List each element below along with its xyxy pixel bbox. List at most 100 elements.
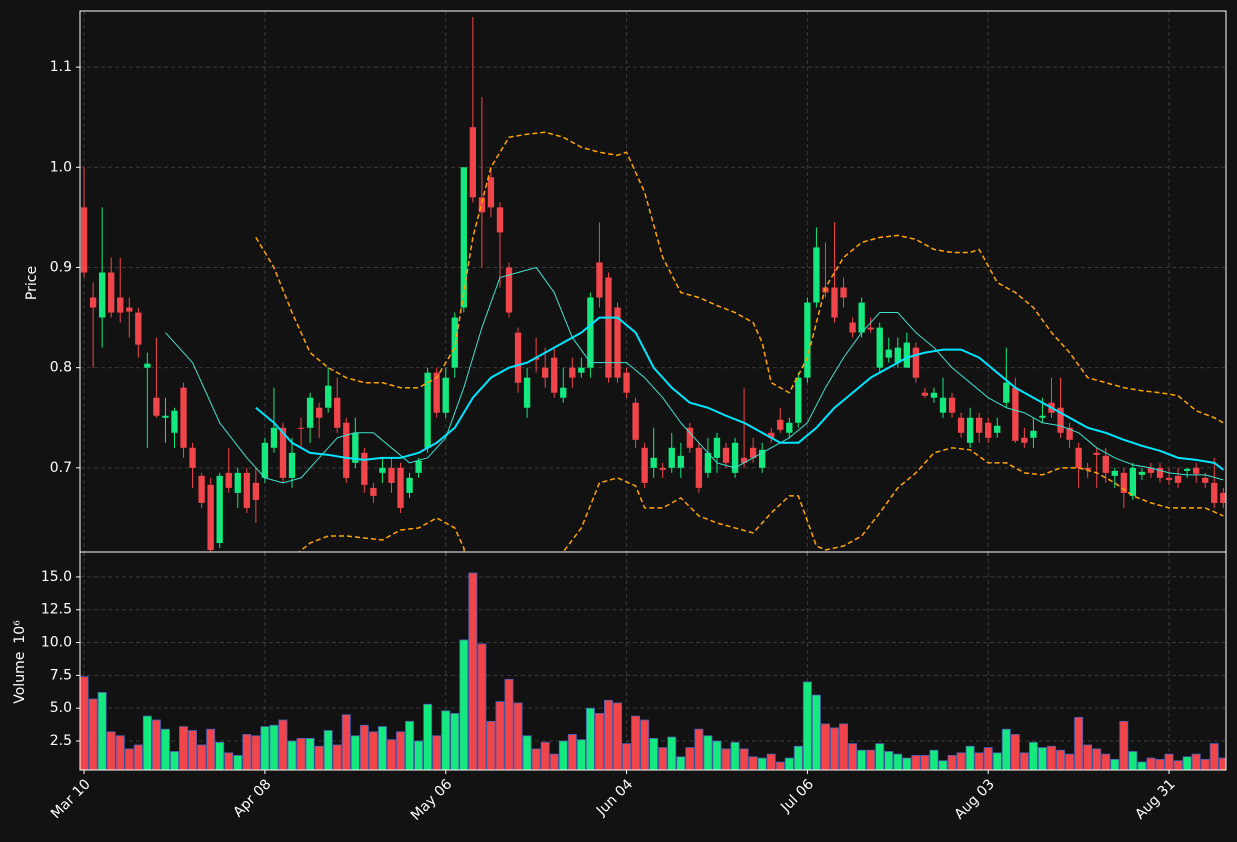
- volume-bar: [857, 749, 867, 770]
- candle-body: [849, 322, 856, 333]
- candle-body: [1003, 382, 1010, 403]
- candle-body: [189, 447, 196, 468]
- volume-bar: [676, 756, 686, 770]
- candle-body: [370, 487, 377, 496]
- volume-bar: [1137, 761, 1147, 770]
- volume-bar: [477, 643, 487, 770]
- volume-axis-label: Volume 10⁶: [12, 620, 28, 704]
- volume-bar: [1173, 760, 1183, 770]
- volume-bar: [1182, 756, 1192, 770]
- candle-body: [903, 342, 911, 368]
- candle-body: [1012, 387, 1019, 441]
- candle-body: [632, 402, 639, 440]
- candle-body: [966, 417, 974, 443]
- volume-bar: [920, 755, 930, 770]
- candle-body: [614, 307, 621, 378]
- volume-bar: [739, 748, 749, 770]
- y-tick-label: 1.0: [50, 159, 72, 175]
- candle-body: [306, 397, 314, 428]
- volume-bar: [965, 745, 975, 770]
- volume-bar: [1209, 743, 1219, 770]
- candle-body: [234, 472, 241, 493]
- volume-bar: [866, 749, 876, 770]
- volume-bar: [549, 753, 559, 770]
- y-tick-label: 10.0: [41, 635, 72, 651]
- volume-bar: [820, 723, 830, 770]
- candle-body: [216, 475, 223, 543]
- candle-body: [668, 447, 675, 468]
- y-tick-label: 5.0: [50, 700, 72, 716]
- volume-bar: [947, 755, 957, 770]
- volume-bar: [1047, 745, 1056, 770]
- volume-bar: [260, 726, 270, 770]
- volume-bar: [504, 678, 514, 770]
- volume-bar: [766, 753, 776, 770]
- volume-bar: [983, 747, 993, 770]
- candle-body: [424, 372, 431, 448]
- candle-body: [325, 385, 332, 408]
- volume-bar: [613, 702, 622, 770]
- candle-body: [180, 387, 187, 448]
- volume-bar: [830, 727, 839, 770]
- candle-body: [1066, 427, 1073, 440]
- candle-body: [1030, 430, 1037, 438]
- price-axis-label: Price: [24, 266, 40, 300]
- candle-body: [804, 302, 811, 378]
- candle-body: [1156, 467, 1164, 478]
- candle-body: [225, 472, 232, 488]
- candle-body: [542, 367, 549, 378]
- candle-body: [858, 302, 865, 333]
- volume-bar: [658, 747, 668, 770]
- candle-body: [930, 392, 938, 398]
- volume-bar: [468, 572, 478, 770]
- candle-body: [361, 452, 368, 485]
- volume-bar: [368, 731, 378, 770]
- candle-body: [1129, 467, 1137, 496]
- volume-bar: [956, 752, 966, 770]
- y-tick-label: 12.5: [41, 602, 72, 618]
- volume-bar: [1010, 734, 1020, 770]
- volume-bar: [486, 720, 496, 770]
- volume-bar: [160, 728, 170, 770]
- volume-bar: [323, 730, 333, 770]
- candle-body: [560, 387, 567, 398]
- volume-bar: [667, 736, 677, 770]
- panel-frame: [79, 10, 1227, 553]
- volume-bar: [142, 715, 152, 770]
- candle-body: [1220, 492, 1226, 503]
- candle-body: [641, 447, 648, 483]
- volume-bar: [133, 744, 143, 770]
- candle-body: [587, 297, 594, 368]
- candle-body: [334, 397, 341, 428]
- y-tick-label: 0.7: [50, 460, 72, 476]
- volume-bar: [233, 755, 243, 770]
- volume-bar: [757, 757, 767, 770]
- volume-bar: [215, 741, 225, 770]
- candle-body: [777, 419, 784, 430]
- volume-bar: [423, 703, 433, 770]
- volume-bar: [848, 743, 858, 770]
- candle-body: [135, 312, 142, 345]
- candle-body: [1102, 455, 1109, 473]
- candle-body: [415, 460, 422, 473]
- volume-bar: [929, 749, 939, 770]
- candle-body: [695, 447, 703, 488]
- candle-body: [487, 177, 495, 208]
- volume-bar: [188, 730, 198, 770]
- volume-bar: [1092, 748, 1102, 770]
- indicator-line: [255, 131, 1224, 424]
- volume-bar: [341, 714, 351, 770]
- y-tick-label: 0.9: [50, 259, 72, 275]
- candle-body: [677, 455, 684, 468]
- volume-bar: [115, 735, 125, 770]
- volume-bar: [540, 741, 550, 770]
- candle-body: [759, 449, 766, 468]
- volume-bar: [1065, 753, 1075, 770]
- candle-body: [596, 262, 603, 298]
- volume-bar: [432, 735, 442, 770]
- candle-body: [912, 347, 920, 378]
- candle-body: [117, 297, 124, 313]
- volume-bar: [97, 692, 107, 770]
- volume-bar: [1119, 720, 1129, 770]
- volume-bar: [1019, 752, 1029, 770]
